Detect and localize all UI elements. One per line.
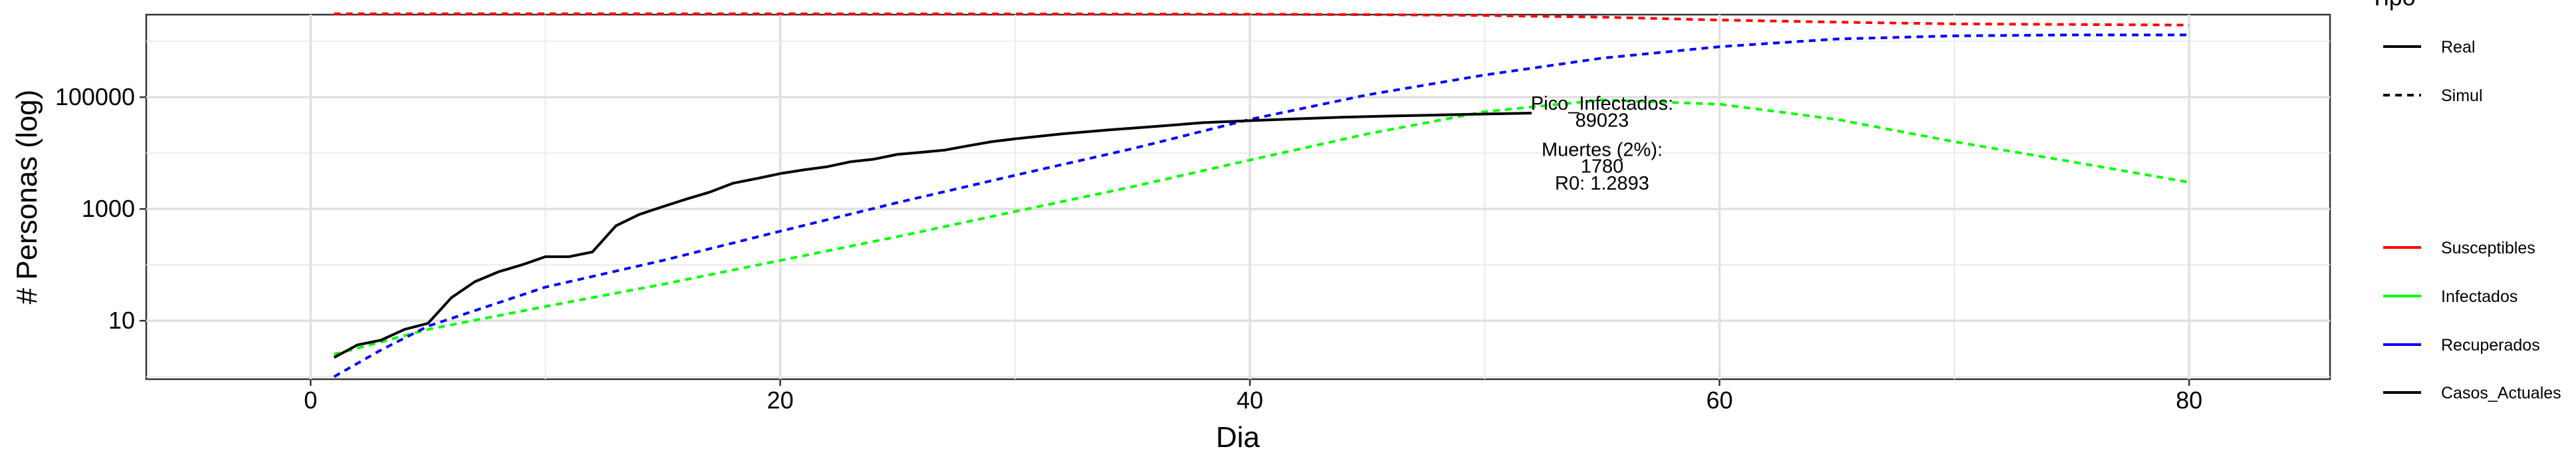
series-line-recuperados	[333, 33, 2190, 378]
panel-background	[145, 13, 2331, 381]
series-line-infectados	[334, 98, 2190, 356]
y-tick-label: 100000	[55, 83, 135, 110]
legend-label-infectados: Infectados	[2441, 287, 2517, 306]
x-axis-title: Dia	[1216, 421, 1260, 454]
annotations: Pico_Infectados:89023 Muertes (2%):1780R0…	[1531, 93, 1673, 194]
x-tick-label: 60	[1706, 387, 1733, 414]
annotation-text: R0: 1.2893	[1555, 173, 1649, 194]
y-tick-label: 10	[108, 307, 135, 334]
x-tick-label: 80	[2176, 387, 2202, 414]
grid	[146, 15, 2330, 379]
series-line-casos_actuales	[333, 112, 1532, 359]
y-tick-label: 1000	[82, 195, 135, 222]
y-axis-title: # Personas (log)	[11, 90, 43, 305]
legend-label-simul: Simul	[2441, 86, 2483, 105]
legend: Tipo Real Simul Susceptibles Infectados Recup…	[2370, 0, 2561, 402]
annotation-text: 1780	[1581, 156, 1624, 178]
series-line-susceptibles	[334, 12, 2190, 27]
legend-label-real: Real	[2441, 38, 2475, 57]
legend-label-susceptibles: Susceptibles	[2441, 239, 2535, 257]
axes: 0 20 40 60 80 10 1000 100000	[55, 83, 2202, 414]
legend-label-casos_actuales: Casos_Actuales	[2441, 384, 2561, 402]
annotation-text: Muertes (2%):	[1542, 139, 1663, 160]
series-lines	[333, 12, 2190, 378]
legend-label-recuperados: Recuperados	[2441, 336, 2540, 355]
x-tick-label: 0	[304, 387, 317, 414]
annotation-text: 89023	[1576, 110, 1629, 132]
annotation-text: Pico_Infectados:	[1531, 93, 1673, 114]
x-tick-label: 40	[1236, 387, 1263, 414]
x-tick-label: 20	[767, 387, 794, 414]
legend-title: Tipo	[2370, 0, 2416, 11]
